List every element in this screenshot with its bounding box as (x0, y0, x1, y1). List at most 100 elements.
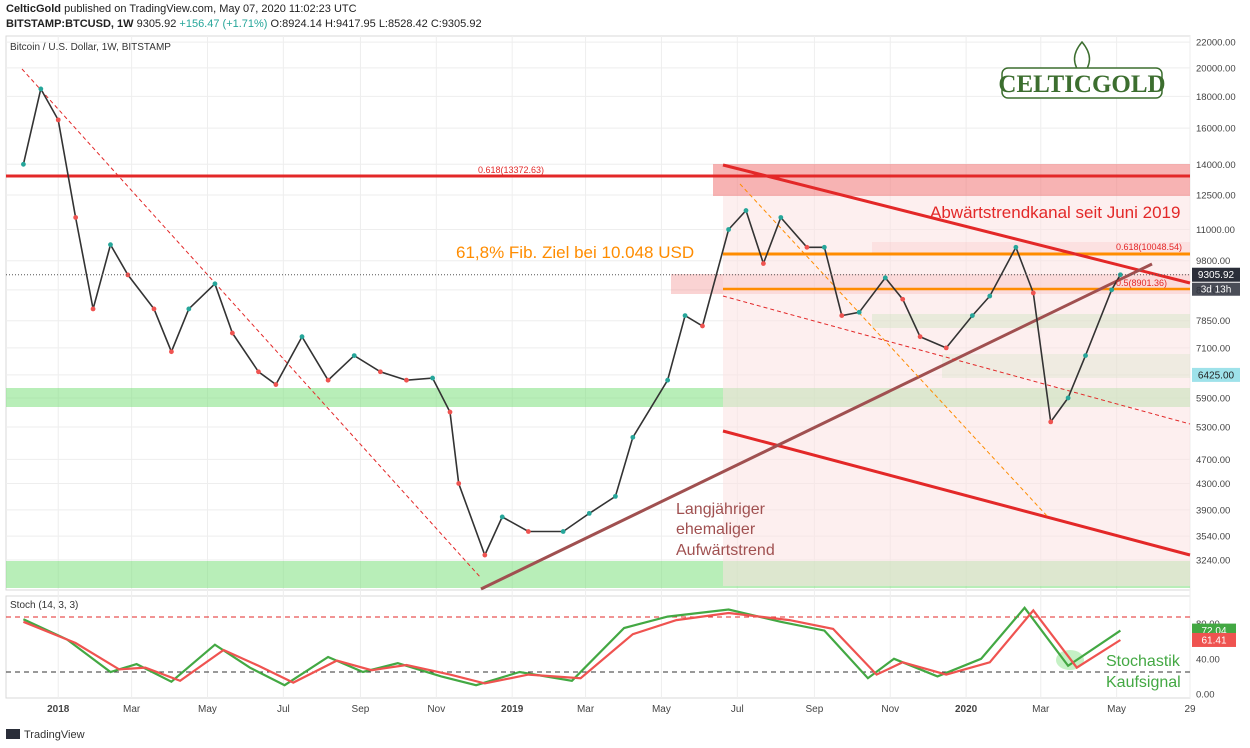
time-label-0: 2018 (47, 704, 70, 715)
dashed-fib-retrace (739, 183, 1049, 518)
annotation-uptrend-3: Aufwärtstrend (676, 542, 775, 559)
time-label-10: Sep (806, 704, 824, 715)
support-price-tag-box (1192, 367, 1240, 382)
dashed-channel-mid (722, 295, 1191, 425)
time-label-13: Mar (1032, 704, 1050, 715)
annotation-fib-target: 61,8% Fib. Ziel bei 10.048 USD (456, 243, 694, 262)
price-tick-4: 14000.00 (1196, 160, 1236, 171)
channel-upper-line[interactable] (722, 163, 1191, 285)
price-tick-5: 12500.00 (1196, 190, 1236, 201)
stoch-annotation-2: Kaufsignal (1106, 674, 1181, 691)
time-axis[interactable]: 2018 Mar May Jul Sep Nov 2019 Mar May Jul Sep Nov 20… (47, 704, 1196, 715)
price-point-39 (856, 309, 862, 315)
publisher-name[interactable]: CelticGold (6, 3, 62, 15)
stoch-title: Stoch (14, 3, 3) (10, 600, 78, 611)
logo-frame (1001, 67, 1163, 99)
price-tick-13: 5300.00 (1196, 422, 1230, 433)
price-point-45 (987, 293, 993, 299)
time-label-12: 2020 (955, 704, 978, 715)
channel-lower-line[interactable] (722, 429, 1191, 557)
current-price-tag: 9305.92 3d 13h 6425.00 (1192, 267, 1240, 382)
price-point-51 (1109, 287, 1115, 293)
stoch-pane[interactable] (5, 595, 1191, 699)
time-label-4: Sep (352, 704, 370, 715)
annotation-uptrend-2: ehemaliger (676, 521, 756, 538)
price-tick-3: 16000.00 (1196, 124, 1236, 135)
stoch-k-line[interactable] (22, 606, 1122, 687)
price-point-0 (21, 161, 26, 167)
stoch-annotation-1: Stochastik (1106, 653, 1181, 670)
price-axis[interactable]: 22000.00 20000.00 18000.00 16000.00 14000.00… (1196, 38, 1236, 567)
price-tick-16: 3900.00 (1196, 505, 1230, 516)
chart-header: CelticGold published on TradingView.com,… (0, 0, 1250, 34)
price-tick-10: 7100.00 (1196, 343, 1230, 354)
tradingview-brand: TradingView (24, 729, 85, 741)
price-point-12 (256, 369, 261, 375)
price-point-5 (108, 242, 113, 248)
price-point-28 (630, 434, 636, 440)
time-label-1: Mar (123, 704, 141, 715)
ohlc-bar: BITSTAMP:BTCUSD, 1W 9305.92 +156.47 (+1.… (6, 18, 482, 30)
price-point-22 (482, 552, 488, 558)
fib-label-10048: 0.618(10048.54) (1116, 242, 1182, 252)
downtrend-2018-line (21, 68, 482, 579)
zones (6, 164, 1190, 588)
price-point-27 (613, 493, 618, 499)
price-point-50 (1083, 353, 1088, 359)
support-price-tag-text: 6425.00 (1198, 370, 1235, 381)
stoch-d-line[interactable] (22, 608, 1121, 685)
price-point-19 (430, 375, 435, 381)
time-label-15: 29 (1184, 704, 1196, 715)
long-term-uptrend-line[interactable] (480, 262, 1153, 591)
current-price-tag-box (1192, 267, 1240, 282)
chart-area[interactable]: Bitcoin / U.S. Dollar, 1W, BITSTAMP 0.61… (0, 34, 1250, 724)
time-label-5: Nov (427, 704, 445, 715)
price-point-3 (73, 215, 79, 220)
price-point-4 (90, 306, 96, 312)
price-point-33 (743, 208, 749, 213)
price-point-1 (38, 86, 44, 92)
price-point-25 (560, 529, 566, 534)
trend-lines (6, 68, 1191, 591)
price-point-46 (1013, 244, 1019, 250)
price-change: +156.47 (+1.71%) (179, 18, 268, 30)
price-point-35 (778, 215, 784, 220)
channel-shade (723, 196, 1190, 586)
price-point-32 (726, 227, 731, 232)
price-point-37 (821, 244, 827, 250)
price-point-23 (499, 514, 505, 520)
price-tick-6: 11000.00 (1196, 225, 1235, 236)
price-tick-17: 3540.00 (1196, 532, 1230, 543)
stoch-tick-2: 0.00 (1196, 690, 1215, 701)
price-point-26 (586, 510, 592, 516)
countdown-tag-text: 3d 13h (1201, 285, 1232, 296)
annotation-downtrend-channel: Abwärtstrendkanal seit Juni 2019 (930, 203, 1180, 222)
countdown-tag-box (1192, 282, 1240, 296)
stoch-d-value: 61.41 (1201, 635, 1226, 646)
price-point-9 (186, 306, 192, 312)
price-point-18 (404, 377, 409, 383)
time-label-2: May (198, 704, 217, 715)
fib-label-8901: 0.5(8901.36) (1116, 278, 1167, 288)
price-point-10 (212, 281, 218, 287)
price-point-42 (917, 334, 923, 340)
tradingview-logo[interactable]: TradingView (6, 729, 85, 741)
price-point-20 (447, 409, 453, 415)
price-point-13 (273, 382, 279, 387)
time-label-6: 2019 (501, 704, 524, 715)
price-point-6 (125, 272, 131, 278)
publish-info: CelticGold published on TradingView.com,… (6, 3, 357, 15)
symbol-name: BITSTAMP:BTCUSD, 1W (6, 18, 134, 30)
price-tick-9: 7850.00 (1196, 316, 1230, 327)
price-tick-1: 20000.00 (1196, 63, 1236, 74)
last-price: 9305.92 (136, 18, 177, 30)
price-point-38 (839, 313, 845, 319)
resistance-zone (713, 164, 1190, 196)
price-point-21 (456, 481, 462, 486)
stoch-k-value: 72.04 (1201, 626, 1226, 637)
price-tick-2: 18000.00 (1196, 92, 1236, 103)
price-point-24 (525, 529, 531, 534)
footer: TradingView (0, 724, 1250, 748)
price-point-14 (299, 334, 305, 340)
main-chart-title: Bitcoin / U.S. Dollar, 1W, BITSTAMP (10, 42, 171, 53)
